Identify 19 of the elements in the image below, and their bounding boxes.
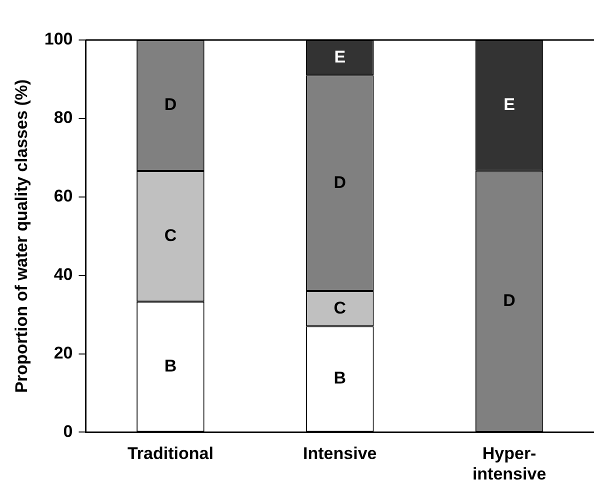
text: C [164, 226, 177, 245]
y-tick-label: 40 [54, 265, 73, 284]
x-tick-label: Hyper- intensive [472, 444, 546, 484]
series-label: C [334, 298, 346, 318]
series-label: E [334, 47, 346, 66]
x-tick-label: Intensive [303, 444, 377, 464]
series-label: B [164, 356, 177, 376]
y-tick-label: 60 [54, 186, 73, 206]
text: E [504, 94, 515, 114]
y-tick-label: 20 [54, 343, 73, 362]
text: D [334, 172, 346, 192]
x-tick-label: Traditional [127, 444, 214, 464]
y-tick-label: 80 [54, 108, 73, 128]
y-tick-label: 0 [63, 422, 73, 441]
text: B [334, 368, 346, 388]
text: D [503, 290, 516, 310]
series-label: D [164, 95, 177, 114]
y-axis-title: Proportion of water quality classes (%) [12, 79, 31, 393]
y-tick-label: 100 [44, 30, 73, 49]
